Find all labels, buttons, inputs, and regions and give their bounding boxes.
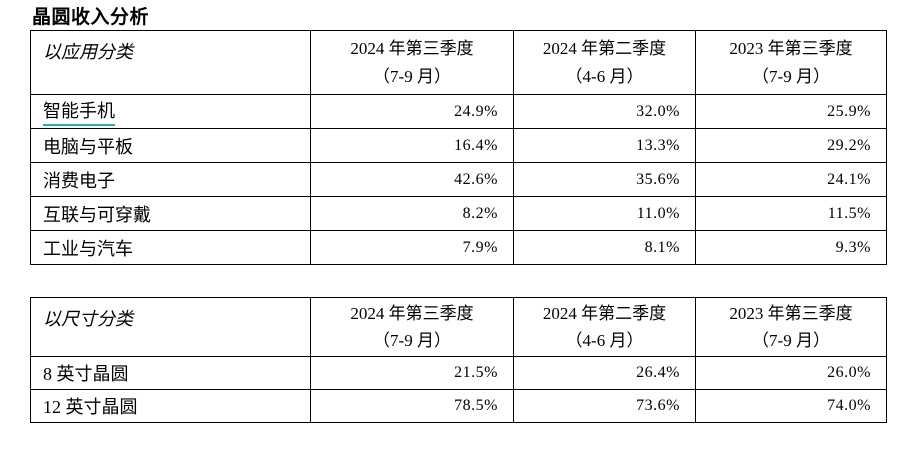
row-8inch-wafer-label: 8 英寸晶圆 <box>30 356 311 391</box>
column-header-2023-q3: 2023 年第三季度 （7-9 月） <box>695 30 887 95</box>
consumer-electronics-2024q3-value: 42.6% <box>310 162 514 197</box>
8inch-2023q3-value: 26.0% <box>695 356 887 391</box>
row-smartphone: 智能手机 24.9% 32.0% 25.9% <box>30 94 887 129</box>
smartphone-2023q3-value: 25.9% <box>695 94 887 129</box>
column-header-2024-q2: 2024 年第二季度 （4-6 月） <box>513 30 696 95</box>
12inch-2023q3-value: 74.0% <box>695 389 887 424</box>
column-header-2024-q3-line2: （7-9 月） <box>373 66 451 86</box>
size-column-header-2023-q3-line1: 2023 年第三季度 <box>729 304 853 323</box>
row-smartphone-label-cell: 智能手机 <box>30 94 311 129</box>
industrial-automotive-2024q3-value: 7.9% <box>310 230 514 265</box>
size-column-header-2024-q3-line2: （7-9 月） <box>373 331 451 351</box>
row-computer-tablet-label: 电脑与平板 <box>30 128 311 163</box>
row-computer-tablet: 电脑与平板 16.4% 13.3% 29.2% <box>30 128 887 163</box>
application-table-header-row: 以应用分类 2024 年第三季度 （7-9 月） 2024 年第二季度 （4-6… <box>30 30 887 95</box>
smartphone-2024q3-value: 24.9% <box>310 94 514 129</box>
size-column-header-2024-q2-line2: （4-6 月） <box>565 331 644 351</box>
row-industrial-automotive: 工业与汽车 7.9% 8.1% 9.3% <box>30 230 887 265</box>
size-column-header-2024-q2: 2024 年第二季度 （4-6 月） <box>513 296 696 358</box>
industrial-automotive-2023q3-value: 9.3% <box>695 230 887 265</box>
row-consumer-electronics: 消费电子 42.6% 35.6% 24.1% <box>30 162 887 197</box>
smartphone-2024q2-value: 32.0% <box>513 94 696 129</box>
row-connectivity-wearable: 互联与可穿戴 8.2% 11.0% 11.5% <box>30 196 887 231</box>
industrial-automotive-2024q2-value: 8.1% <box>513 230 696 265</box>
column-header-2024-q2-line2: （4-6 月） <box>565 66 644 86</box>
column-header-2024-q2-line1: 2024 年第二季度 <box>542 39 667 59</box>
8inch-2024q2-value: 26.4% <box>513 356 696 391</box>
12inch-2024q3-value: 78.5% <box>310 389 514 424</box>
size-column-header-2024-q3: 2024 年第三季度 （7-9 月） <box>310 296 514 358</box>
row-connectivity-wearable-label: 互联与可穿戴 <box>30 196 311 231</box>
column-header-2023-q3-line1: 2023 年第三季度 <box>729 39 853 59</box>
wafer-size-revenue-table: 以尺寸分类 2024 年第三季度 （7-9 月） 2024 年第二季度 （4-6… <box>30 296 887 424</box>
size-column-header-2024-q3-line1: 2024 年第三季度 <box>350 304 474 323</box>
column-header-2024-q3-line1: 2024 年第三季度 <box>350 39 474 59</box>
computer-tablet-2023q3-value: 29.2% <box>695 128 887 163</box>
connectivity-wearable-2024q3-value: 8.2% <box>310 196 514 231</box>
row-12inch-wafer: 12 英寸晶圆 78.5% 73.6% 74.0% <box>30 389 887 424</box>
size-column-header-2023-q3: 2023 年第三季度 （7-9 月） <box>695 296 887 358</box>
column-header-2023-q3-line2: （7-9 月） <box>752 66 830 86</box>
size-column-header-2024-q2-line1: 2024 年第二季度 <box>542 304 667 323</box>
column-header-2024-q3: 2024 年第三季度 （7-9 月） <box>310 30 514 95</box>
consumer-electronics-2024q2-value: 35.6% <box>513 162 696 197</box>
12inch-2024q2-value: 73.6% <box>513 389 696 424</box>
size-table-header-row: 以尺寸分类 2024 年第三季度 （7-9 月） 2024 年第二季度 （4-6… <box>30 296 887 358</box>
row-industrial-automotive-label: 工业与汽车 <box>30 230 311 265</box>
computer-tablet-2024q3-value: 16.4% <box>310 128 514 163</box>
page-title: 晶圆收入分析 <box>32 7 150 28</box>
row-12inch-wafer-label: 12 英寸晶圆 <box>30 389 311 424</box>
application-revenue-table: 以应用分类 2024 年第三季度 （7-9 月） 2024 年第二季度 （4-6… <box>30 30 887 265</box>
row-8inch-wafer: 8 英寸晶圆 21.5% 26.4% 26.0% <box>30 356 887 391</box>
smartphone-underlined-term[interactable]: 智能手机 <box>43 97 115 126</box>
application-category-header: 以应用分类 <box>30 30 311 95</box>
size-column-header-2023-q3-line2: （7-9 月） <box>752 331 830 351</box>
size-category-header: 以尺寸分类 <box>30 296 311 358</box>
connectivity-wearable-2023q3-value: 11.5% <box>695 196 887 231</box>
row-consumer-electronics-label: 消费电子 <box>30 162 311 197</box>
connectivity-wearable-2024q2-value: 11.0% <box>513 196 696 231</box>
computer-tablet-2024q2-value: 13.3% <box>513 128 696 163</box>
consumer-electronics-2023q3-value: 24.1% <box>695 162 887 197</box>
8inch-2024q3-value: 21.5% <box>310 356 514 391</box>
